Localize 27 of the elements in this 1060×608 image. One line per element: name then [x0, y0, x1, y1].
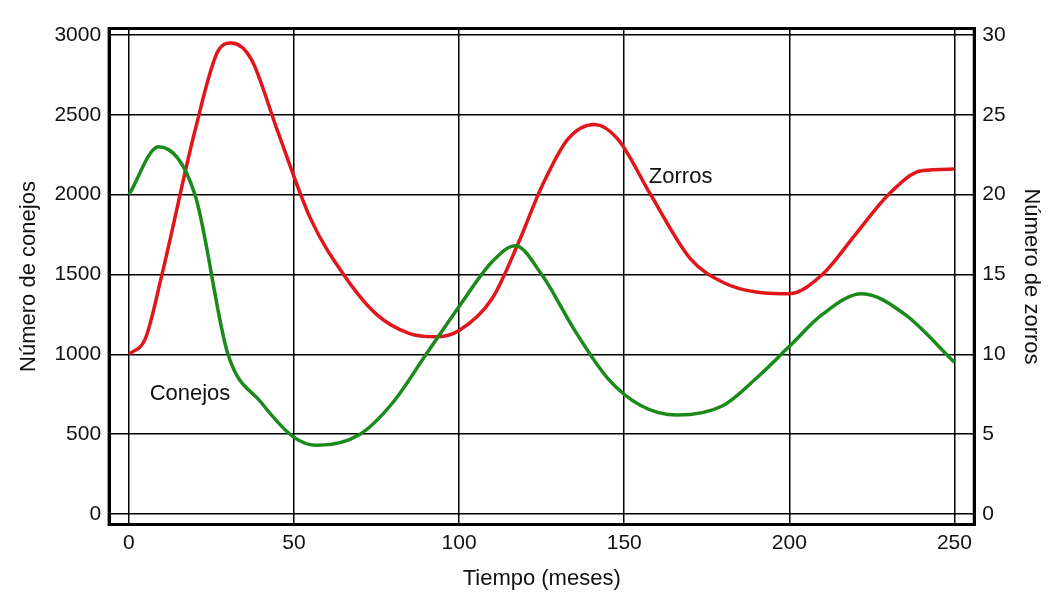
x-tick-label: 250 — [936, 529, 972, 553]
y2-tick-label: 20 — [982, 181, 1006, 205]
y-axis-title: Número de conejos — [15, 181, 41, 372]
y-tick-label: 3000 — [54, 21, 102, 45]
y2-tick-label: 0 — [982, 500, 994, 524]
y-tick-label: 0 — [89, 500, 102, 524]
x-tick-label: 100 — [441, 529, 477, 553]
y-tick-label: 1500 — [54, 261, 102, 285]
y2-tick-label: 30 — [982, 21, 1006, 45]
y2-tick-label: 10 — [982, 341, 1006, 365]
y-tick-label: 2000 — [54, 181, 102, 205]
x-tick-label: 50 — [282, 529, 306, 553]
x-tick-label: 150 — [606, 529, 642, 553]
line-series — [127, 41, 957, 357]
y2-tick-label: 5 — [982, 420, 994, 444]
line-series — [127, 145, 957, 448]
y-tick-label: 2500 — [54, 101, 102, 125]
x-tick-label: 0 — [123, 529, 135, 553]
y2-tick-label: 25 — [982, 101, 1006, 125]
series-label: Zorros — [648, 162, 713, 188]
x-axis-title: Tiempo (meses) — [462, 564, 621, 590]
y2-axis-title: Número de zorros — [1019, 188, 1045, 365]
y-tick-label: 500 — [66, 420, 102, 444]
series-label: Conejos — [149, 380, 231, 406]
y-tick-label: 1000 — [54, 341, 102, 365]
y2-tick-label: 15 — [982, 261, 1006, 285]
x-tick-label: 200 — [771, 529, 807, 553]
